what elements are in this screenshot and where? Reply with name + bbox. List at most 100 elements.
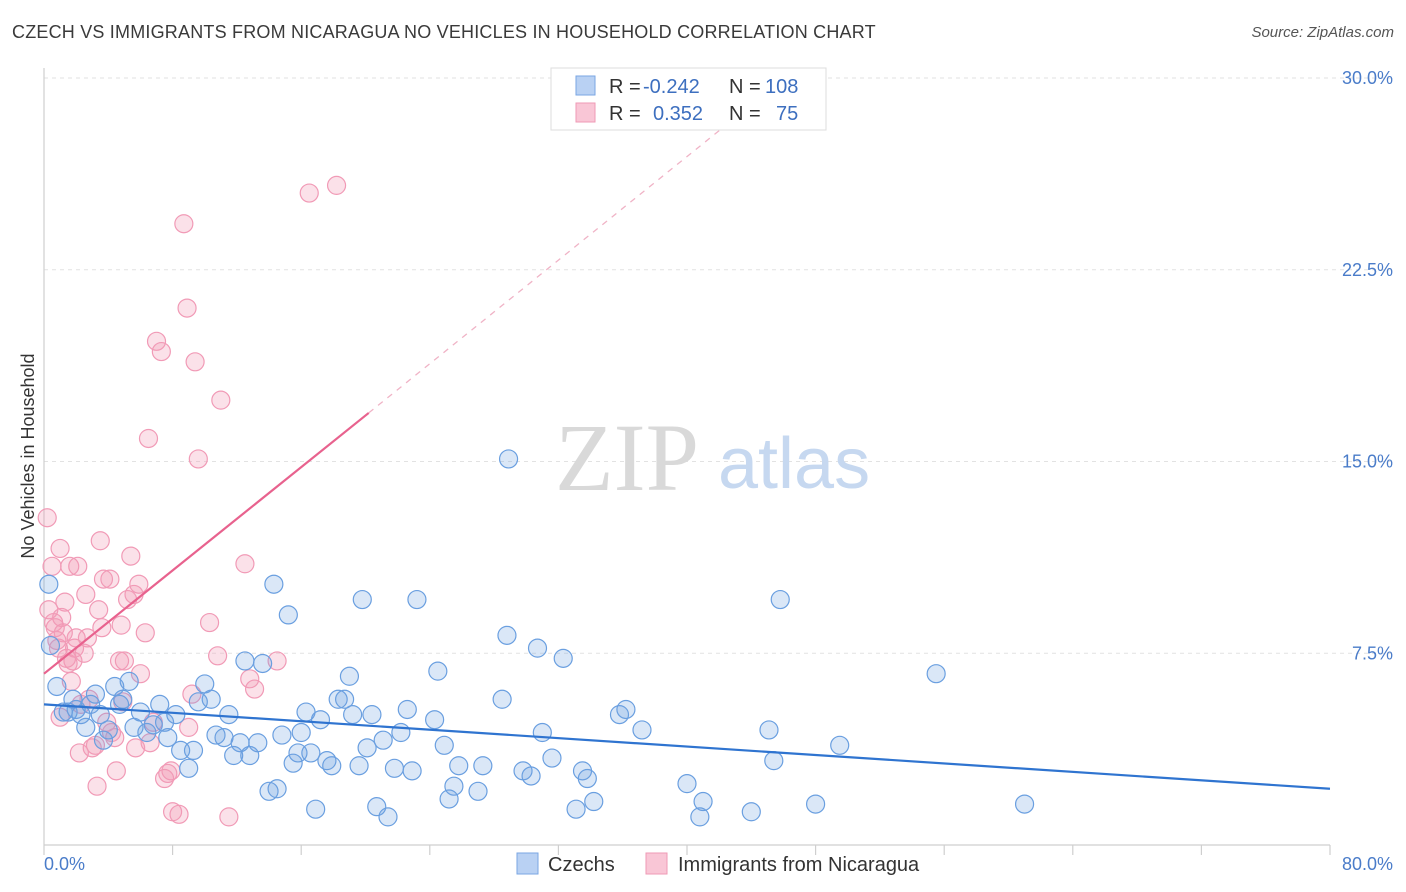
data-point-czech [357, 738, 377, 758]
data-point-czech [150, 694, 170, 714]
watermark: ZIP atlas [555, 404, 870, 511]
data-point-nicaragua [169, 804, 189, 824]
data-point-czech [566, 799, 586, 819]
data-point-czech [434, 735, 454, 755]
data-point-czech [362, 705, 382, 725]
data-point-czech [449, 756, 469, 776]
data-point-czech [407, 589, 427, 610]
data-point-czech [166, 705, 186, 725]
y-axis-label: No Vehicles in Household [18, 353, 38, 558]
data-point-czech [439, 789, 459, 809]
data-point-nicaragua [114, 651, 134, 671]
data-point-czech [677, 774, 697, 794]
data-point-nicaragua [37, 508, 57, 528]
y-tick-label: 30.0% [1342, 68, 1393, 88]
data-point-nicaragua [105, 728, 125, 748]
nicaragua-points [37, 175, 347, 827]
data-point-nicaragua [219, 807, 239, 827]
y-tick-label: 7.5% [1352, 643, 1393, 663]
data-point-czech [235, 651, 255, 671]
data-point-czech [542, 748, 562, 768]
data-point-nicaragua [100, 569, 120, 589]
data-point-nicaragua [55, 592, 75, 612]
data-point-nicaragua [68, 556, 88, 576]
data-point-nicaragua [154, 768, 175, 789]
data-point-czech [616, 699, 636, 720]
data-point-nicaragua [199, 612, 220, 633]
data-point-czech [397, 699, 417, 720]
data-point-czech [759, 720, 779, 740]
legend-r-value-nicaragua: 0.352 [653, 103, 703, 125]
data-point-nicaragua [188, 449, 208, 469]
legend-r-value-czechs: -0.242 [643, 76, 700, 98]
watermark-zip: ZIP [555, 404, 699, 511]
legend-r-label-nicaragua: R = [609, 103, 641, 125]
data-point-nicaragua [211, 390, 231, 410]
data-point-czech [214, 728, 234, 748]
data-point-czech [90, 705, 110, 725]
legend-swatch-nicaragua [575, 102, 596, 123]
data-point-czech [428, 661, 448, 681]
data-point-czech [301, 743, 321, 763]
data-point-nicaragua [299, 183, 319, 203]
data-point-nicaragua [101, 722, 122, 743]
data-point-nicaragua [42, 556, 62, 576]
data-point-czech [492, 689, 512, 709]
data-point-czech [741, 802, 761, 822]
bottom-legend-swatch-nicaragua [645, 852, 668, 875]
trend-line-czechs [43, 703, 1331, 790]
data-point-czech [584, 791, 604, 812]
data-point-nicaragua [151, 341, 171, 362]
bottom-legend-label-nicaragua: Immigrants from Nicaragua [678, 854, 920, 876]
data-point-nicaragua [90, 531, 110, 551]
data-point-czech [391, 722, 411, 743]
data-point-nicaragua [208, 646, 228, 666]
data-point-czech [85, 684, 106, 704]
data-point-nicaragua [244, 679, 265, 699]
data-point-nicaragua [74, 643, 94, 663]
data-point-czech [770, 589, 790, 610]
data-point-czech [577, 768, 597, 789]
data-point-czech [137, 722, 157, 743]
x-ticks [43, 845, 1331, 855]
data-point-czech [402, 761, 422, 781]
data-point-nicaragua [235, 554, 255, 574]
data-point-nicaragua [240, 669, 260, 689]
legend-r-label-czechs: R = [609, 76, 641, 98]
data-point-nicaragua [174, 214, 194, 234]
data-point-czech [278, 605, 298, 625]
data-point-nicaragua [111, 615, 131, 635]
watermark-atlas: atlas [718, 424, 870, 504]
data-point-nicaragua [185, 352, 205, 372]
legend-n-label-nicaragua: N = [729, 103, 761, 125]
bottom-legend: Czechs Immigrants from Nicaragua [516, 852, 920, 876]
data-point-czech [76, 717, 96, 737]
legend-n-label-czechs: N = [729, 76, 761, 98]
data-point-czech [690, 807, 710, 827]
data-point-czech [119, 671, 139, 691]
data-point-czech [498, 449, 519, 469]
data-point-nicaragua [179, 717, 199, 737]
data-point-czech [253, 653, 273, 674]
data-point-czech [248, 733, 268, 753]
data-point-czech [39, 574, 59, 594]
data-point-nicaragua [126, 738, 146, 758]
data-point-czech [328, 689, 348, 709]
data-point-czech [291, 722, 311, 743]
data-point-czech [183, 740, 204, 761]
data-point-nicaragua [47, 630, 67, 651]
data-point-nicaragua [69, 743, 89, 763]
data-point-czech [378, 807, 398, 827]
data-point-nicaragua [161, 761, 181, 781]
data-point-czech [521, 766, 541, 786]
chart-title: CZECH VS IMMIGRANTS FROM NICARAGUA NO VE… [12, 22, 876, 42]
y-tick-label: 22.5% [1342, 260, 1393, 280]
data-point-nicaragua [135, 623, 155, 643]
data-point-nicaragua [60, 556, 80, 576]
data-point-czech [764, 751, 784, 771]
data-point-nicaragua [158, 763, 178, 784]
data-point-nicaragua [109, 651, 130, 671]
data-point-czech [693, 791, 713, 812]
data-point-czech [143, 715, 163, 735]
data-point-nicaragua [267, 651, 287, 671]
